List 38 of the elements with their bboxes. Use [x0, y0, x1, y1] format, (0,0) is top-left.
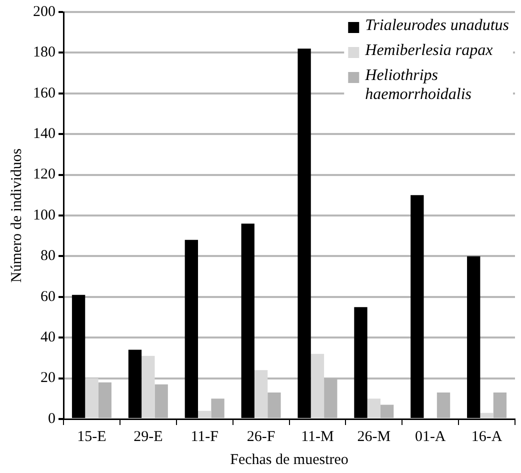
y-tick-label: 180: [33, 44, 56, 61]
y-axis-title: Número de individuos: [8, 148, 25, 283]
x-tick-label: 11-F: [190, 428, 218, 445]
y-tick-label: 20: [40, 370, 56, 386]
y-tick-label: 80: [40, 248, 56, 264]
bar: [493, 392, 507, 418]
x-tick-label: 01-A: [414, 428, 446, 445]
x-axis-title: Fechas de muestreo: [230, 452, 348, 468]
x-tick-label: 11-M: [301, 428, 334, 445]
y-tick-label: 200: [33, 4, 56, 20]
x-tick-label: 26-M: [357, 428, 391, 445]
legend-label: Heliothrips haemorrhoidalis: [364, 67, 472, 104]
y-tick-label: 140: [33, 126, 56, 142]
bar: [480, 412, 494, 418]
bar: [198, 410, 212, 418]
bar: [154, 384, 168, 418]
bar: [380, 404, 394, 418]
y-tick-label: 100: [33, 207, 56, 224]
bar: [254, 370, 268, 418]
x-tick-label: 15-E: [77, 428, 106, 445]
y-tick-label: 60: [40, 288, 56, 305]
bar: [85, 378, 98, 418]
bar: [211, 398, 224, 418]
bar: [310, 354, 324, 418]
x-tick-label: 29-E: [134, 428, 163, 445]
bar: [436, 392, 450, 418]
y-tick-label: 120: [33, 166, 56, 183]
bar: [98, 382, 112, 418]
y-tick-label: 160: [33, 85, 56, 102]
x-tick-label: 16-A: [471, 428, 502, 445]
bar: [268, 392, 281, 418]
bar: [142, 356, 155, 418]
y-tick-label: 0: [48, 410, 56, 427]
legend-label: Trialeurodes unadutus: [365, 17, 510, 34]
y-tick-label: 40: [40, 330, 56, 346]
legend-label: Hemiberlesia rapax: [364, 42, 493, 60]
bar: [367, 398, 380, 418]
x-tick-label: 26-F: [246, 428, 276, 445]
